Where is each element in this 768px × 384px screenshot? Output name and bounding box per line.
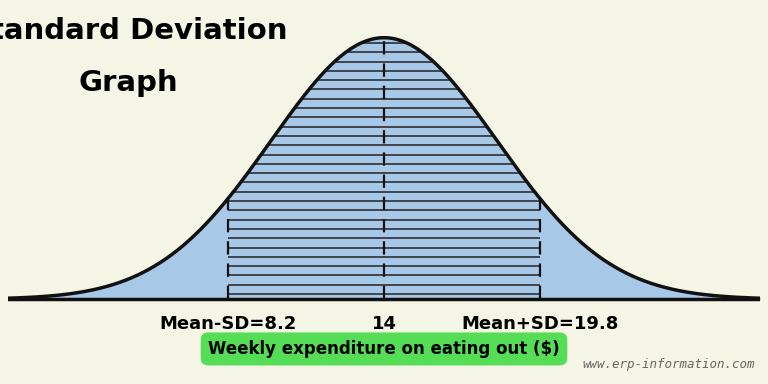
Text: Standard Deviation: Standard Deviation bbox=[0, 17, 288, 45]
Text: 14: 14 bbox=[372, 315, 396, 333]
Text: Mean+SD=19.8: Mean+SD=19.8 bbox=[462, 315, 618, 333]
Text: Weekly expenditure on eating out ($): Weekly expenditure on eating out ($) bbox=[208, 340, 560, 358]
Text: Graph: Graph bbox=[79, 69, 178, 97]
Text: www.erp-information.com: www.erp-information.com bbox=[582, 358, 755, 371]
Text: Mean-SD=8.2: Mean-SD=8.2 bbox=[160, 315, 296, 333]
